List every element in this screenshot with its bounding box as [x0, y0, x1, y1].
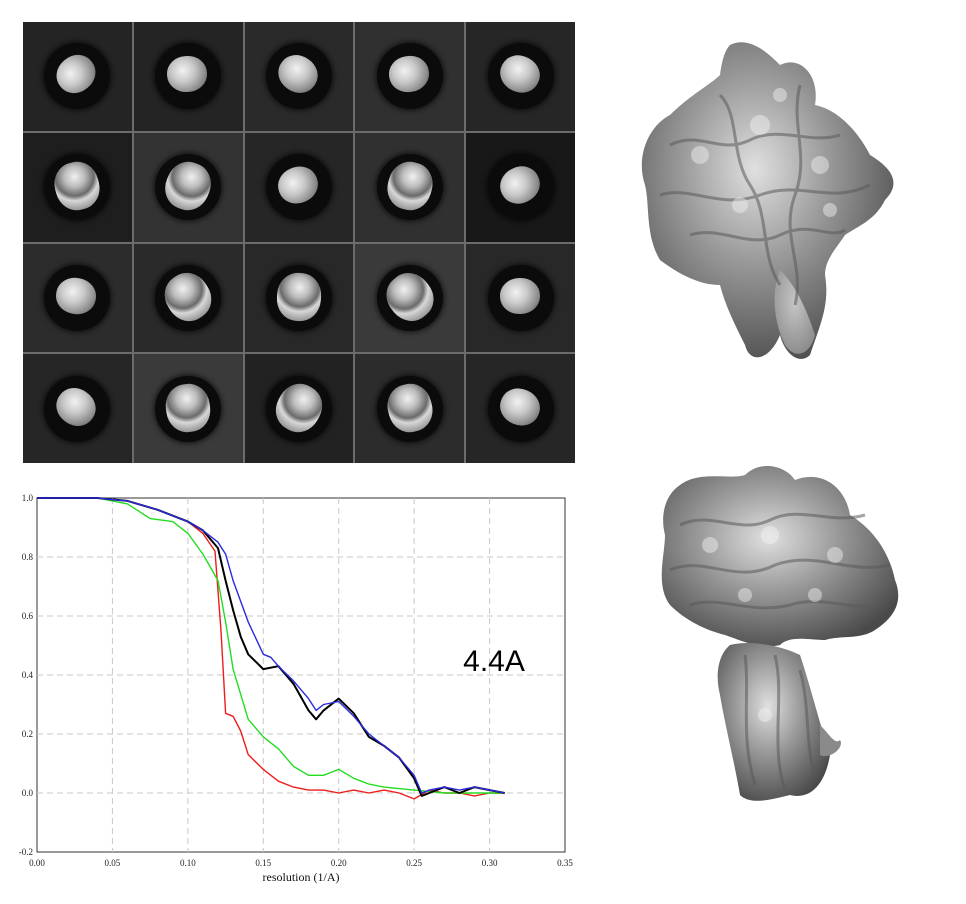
x-tick-label: 0.30: [482, 858, 498, 868]
x-tick-label: 0.15: [255, 858, 271, 868]
class-average-image: [23, 132, 132, 242]
class-average-image: [244, 22, 354, 131]
x-axis-label: resolution (1/A): [263, 870, 340, 884]
class-average-image: [23, 354, 132, 463]
x-tick-label: 0.20: [331, 858, 347, 868]
class-average-image: [466, 132, 575, 242]
class-average-image: [133, 243, 243, 353]
x-tick-label: 0.25: [406, 858, 422, 868]
density-map-side-view: [661, 465, 899, 801]
class-average-image: [23, 243, 132, 353]
fsc-curve: [37, 497, 505, 794]
y-tick-label: 0.6: [22, 611, 34, 621]
class-average-image: [23, 22, 132, 131]
x-tick-label: 0.00: [29, 858, 45, 868]
class-average-image: [355, 132, 465, 242]
class-average-image: [466, 22, 575, 131]
class-average-image: [244, 132, 354, 242]
y-tick-label: 0.2: [22, 729, 33, 739]
class-average-image: [244, 243, 354, 353]
density-map-top-view: [641, 42, 894, 359]
axis-ticks: 0.00 0.05 0.10 0.15 0.20 0.25 0.30 0.35 -0.2 0.0 0…: [19, 493, 574, 868]
class-average-image: [466, 354, 575, 463]
x-tick-label: 0.35: [557, 858, 573, 868]
y-tick-label: -0.2: [19, 847, 33, 857]
x-tick-label: 0.10: [180, 858, 196, 868]
class-average-image: [466, 243, 575, 353]
class-average-image: [133, 132, 243, 242]
x-tick-label: 0.05: [105, 858, 121, 868]
curves: [37, 497, 505, 800]
fsc-curve: [37, 497, 505, 794]
resolution-annotation: 4.4A: [463, 645, 525, 678]
y-tick-label: 0.0: [22, 788, 34, 798]
class-average-image: [133, 22, 243, 131]
class-average-image: [355, 22, 465, 131]
fsc-chart: 0.00 0.05 0.10 0.15 0.20 0.25 0.30 0.35 -0.2 0.0 0…: [19, 493, 574, 884]
y-tick-label: 1.0: [22, 493, 34, 503]
class-average-image: [133, 354, 243, 463]
class-average-image: [355, 354, 465, 463]
class-average-image: [355, 243, 465, 353]
2d-class-averages-grid: [23, 22, 575, 463]
class-average-image: [244, 354, 354, 463]
y-tick-label: 0.4: [22, 670, 34, 680]
y-tick-label: 0.8: [22, 552, 34, 562]
